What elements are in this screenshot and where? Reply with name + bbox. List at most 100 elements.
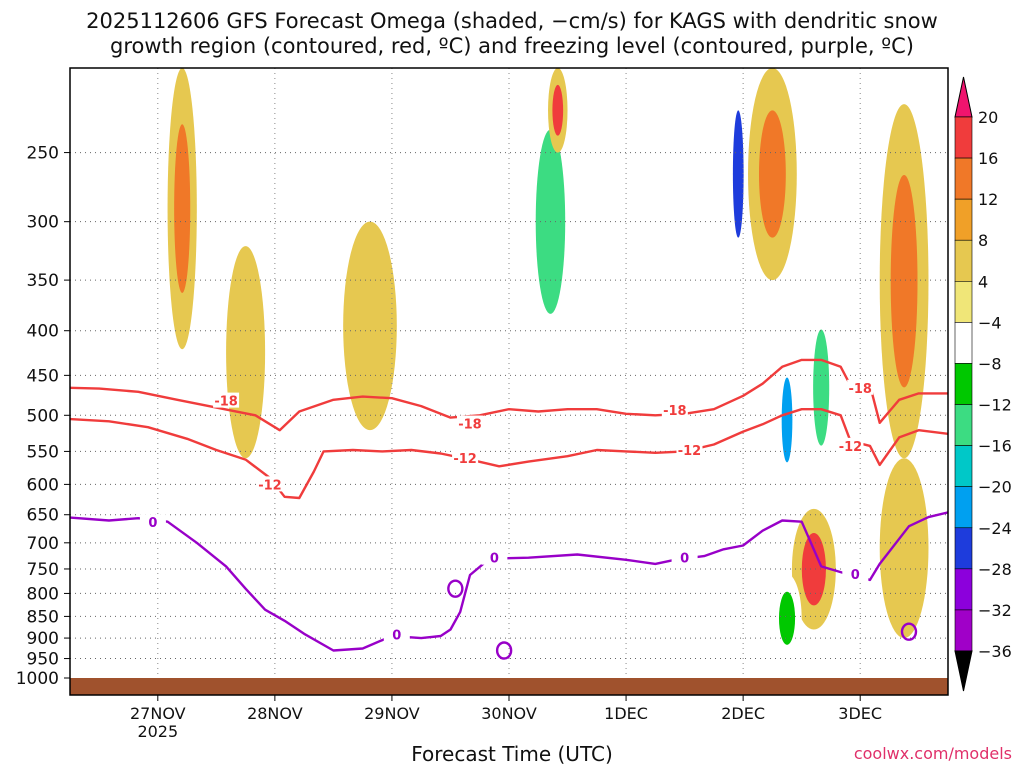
freezing-loop-0 (447, 579, 464, 598)
contour-label-bg-5 (676, 442, 703, 458)
contour-label: -18 (458, 418, 482, 433)
contour-label: -12 (453, 452, 477, 467)
y-tick-label: 550 (27, 442, 59, 462)
surface-strip (70, 678, 948, 695)
contour-label-bg-12 (842, 565, 869, 581)
omega-core-2 (355, 263, 385, 389)
y-tick-label: 850 (27, 607, 59, 627)
y-tick-label: 650 (27, 506, 59, 526)
omega-core-8 (758, 110, 786, 238)
colorbar-swatch-3 (954, 239, 973, 282)
contour-line-1 (70, 408, 948, 500)
colorbar-label: 8 (978, 231, 988, 250)
contour-label-bg-0 (213, 392, 240, 408)
omega-core-3 (406, 116, 417, 263)
chart-title-line-2: growth region (contoured, red, ºC) and f… (110, 34, 914, 58)
y-tick-label: 300 (27, 213, 59, 233)
colorbar-label: −20 (978, 478, 1012, 497)
contour-label-bg-1 (256, 476, 283, 492)
omega-core-6 (591, 353, 603, 574)
contour-label: 0 (851, 568, 860, 583)
colorbar-swatch-4 (954, 281, 973, 323)
colorbar-label: 16 (978, 149, 998, 168)
colorbar-swatch-5 (954, 322, 973, 364)
colorbar: 20 16 12 8 4 −4 −8 −12 −16 −20 −24 −28 −32 −36 (954, 76, 1012, 692)
contour-label-bg-4 (661, 401, 688, 417)
y-tick-label: 400 (27, 322, 59, 342)
y-tick-label: 600 (27, 475, 59, 495)
plot-area: -18 -12 -18 -12 -18 -12 -18 -12 0 0 0 0 0 (69, 67, 949, 696)
x-tick-sublabel: 2025 (137, 722, 178, 741)
y-tick-label: 1000 (16, 669, 59, 689)
y-tick-label: 750 (27, 560, 59, 580)
omega-core-5 (552, 84, 564, 136)
contour-label-bg-9 (383, 626, 410, 642)
omega-core-1 (234, 288, 257, 416)
omega-core-12 (890, 174, 918, 388)
colorbar-swatch-2 (954, 198, 973, 241)
contour-label-bg-2 (456, 415, 483, 431)
colorbar-label: −28 (978, 560, 1012, 579)
x-tick-label: 2DEC (721, 704, 765, 723)
x-tick-label: 29NOV (364, 704, 420, 723)
colorbar-label: −8 (978, 354, 1002, 373)
contour-label-bg-3 (452, 450, 479, 466)
colorbar-swatch-11 (954, 568, 973, 611)
contour-label-bg-6 (847, 379, 874, 395)
freezing-loop-1 (495, 641, 513, 660)
plot-layer: -18 -12 -18 -12 -18 -12 -18 -12 0 0 0 0 0 (70, 68, 948, 695)
omega-core-0 (174, 124, 191, 293)
contour-line-0 (70, 358, 948, 432)
contour-label: -12 (839, 440, 863, 455)
contour-label-bg-7 (837, 437, 864, 453)
colorbar-label: −36 (978, 642, 1012, 661)
colorbar-label: 12 (978, 190, 998, 209)
colorbar-bottom-arrow (954, 650, 973, 692)
contour-label-bg-8 (139, 514, 166, 530)
colorbar-top-arrow (954, 76, 973, 118)
contour-label: 0 (680, 552, 689, 567)
colorbar-label: −32 (978, 601, 1012, 620)
omega-core-14 (778, 591, 796, 645)
contour-label: 0 (148, 516, 157, 531)
colorbar-swatch-8 (954, 445, 973, 487)
contour-label: -18 (663, 404, 687, 419)
x-tick-label: 1DEC (604, 704, 648, 723)
omega-core-13 (890, 494, 918, 603)
y-tick-label: 500 (27, 406, 59, 426)
colorbar-swatch-9 (954, 486, 973, 529)
colorbar-label: −12 (978, 396, 1012, 415)
y-tick-label: 900 (27, 629, 59, 649)
y-axis: 2503003504004505005506006507007508008509… (16, 144, 70, 689)
contour-label: -12 (678, 444, 702, 459)
colorbar-swatch-6 (954, 363, 973, 405)
x-tick-label: 27NOV (130, 704, 186, 723)
y-tick-label: 700 (27, 534, 59, 554)
contour-label: -18 (848, 382, 872, 397)
contour-label: 0 (392, 629, 401, 644)
omega-core-10 (813, 329, 830, 446)
colorbar-swatch-7 (954, 404, 973, 446)
colorbar-label: −16 (978, 437, 1012, 456)
colorbar-swatch-0 (954, 116, 973, 159)
y-tick-label: 250 (27, 144, 59, 164)
colorbar-label: −24 (978, 519, 1012, 538)
chart-title-line-1: 2025112606 GFS Forecast Omega (shaded, −… (86, 9, 938, 33)
contour-label: -18 (214, 395, 238, 410)
y-tick-label: 350 (27, 271, 59, 291)
y-tick-label: 450 (27, 366, 59, 386)
x-tick-label: 3DEC (838, 704, 882, 723)
contour-label-bg-11 (671, 549, 698, 565)
contour-label: -12 (258, 478, 282, 493)
contour-label: 0 (490, 552, 499, 567)
colorbar-swatch-1 (954, 157, 973, 200)
freezing-loop-2 (900, 622, 918, 641)
colorbar-label: 20 (978, 108, 998, 127)
omega-core-7 (732, 110, 744, 238)
colorbar-swatch-10 (954, 527, 973, 570)
credit-link[interactable]: coolwx.com/models (853, 744, 1012, 763)
x-axis-label: Forecast Time (UTC) (411, 742, 613, 766)
x-tick-label: 28NOV (247, 704, 303, 723)
